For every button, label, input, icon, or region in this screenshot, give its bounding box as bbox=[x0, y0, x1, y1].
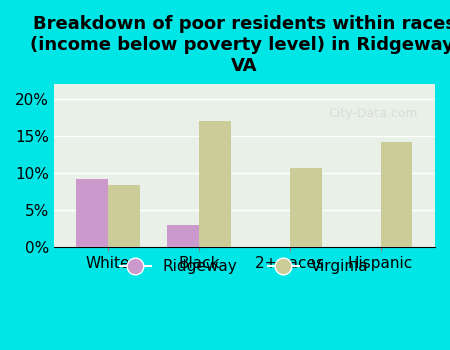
Bar bbox=[167, 225, 199, 247]
Bar bbox=[199, 121, 231, 247]
Text: City-Data.com: City-Data.com bbox=[328, 107, 418, 120]
Bar bbox=[76, 179, 108, 247]
Bar bbox=[290, 168, 322, 247]
Bar bbox=[108, 185, 140, 247]
Bar bbox=[381, 142, 412, 247]
Title: Breakdown of poor residents within races
(income below poverty level) in Ridgewa: Breakdown of poor residents within races… bbox=[30, 15, 450, 75]
Legend: Ridgeway, Virginia: Ridgeway, Virginia bbox=[114, 253, 375, 280]
